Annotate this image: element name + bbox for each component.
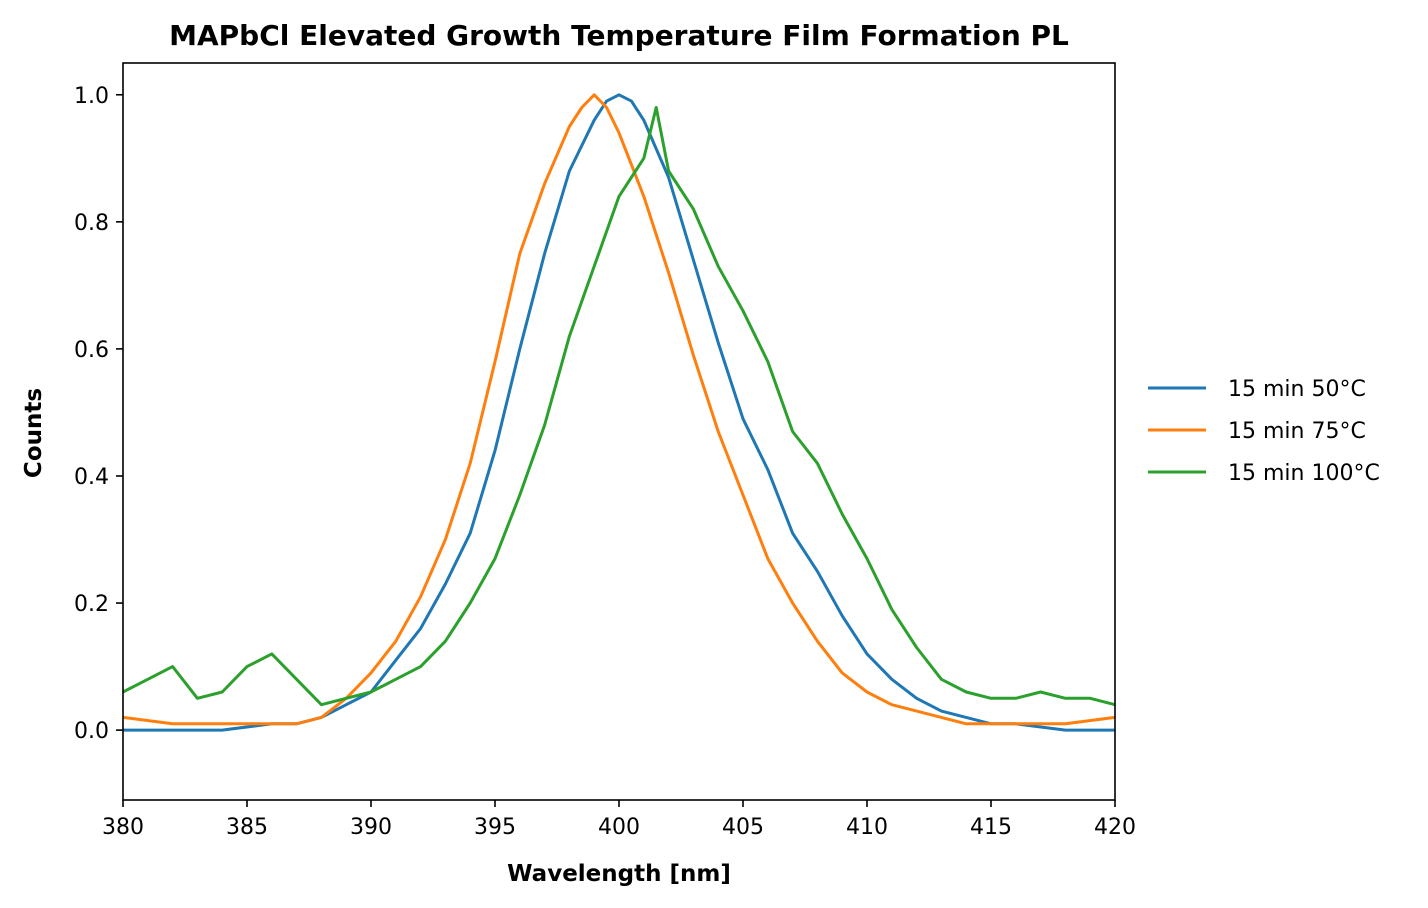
series-line-2 — [122, 93, 1116, 726]
y-tick-label: 0.4 — [74, 465, 109, 490]
x-tick-label: 380 — [102, 815, 144, 840]
x-tick-label: 415 — [970, 815, 1012, 840]
legend: 15 min 50°C 15 min 75°C 15 min 100°C — [1148, 377, 1380, 486]
y-tick-label: 0.8 — [74, 211, 109, 236]
x-tick-label: 385 — [226, 815, 268, 840]
y-axis: 0.0 0.2 0.4 0.6 0.8 1.0 — [74, 84, 123, 744]
plot-lines — [122, 93, 1116, 732]
y-tick-label: 1.0 — [74, 84, 109, 109]
y-tick-label: 0.6 — [74, 338, 109, 363]
x-axis-title: Wavelength [nm] — [507, 861, 731, 887]
y-tick-label: 0.0 — [74, 719, 109, 744]
legend-label-3: 15 min 100°C — [1228, 461, 1380, 486]
legend-label-1: 15 min 50°C — [1228, 377, 1366, 402]
y-axis-title: Counts — [21, 388, 47, 478]
x-axis: 380 385 390 395 400 405 410 415 420 — [102, 800, 1136, 840]
x-tick-label: 420 — [1094, 815, 1136, 840]
x-tick-label: 395 — [474, 815, 516, 840]
x-tick-label: 410 — [846, 815, 888, 840]
plot-frame — [122, 62, 1116, 801]
series-line-1 — [123, 93, 1115, 732]
series-line-3 — [122, 106, 1116, 707]
x-tick-label: 390 — [350, 815, 392, 840]
y-tick-label: 0.2 — [74, 592, 109, 617]
chart-title: MAPbCl Elevated Growth Temperature Film … — [169, 19, 1069, 52]
x-tick-label: 400 — [598, 815, 640, 840]
legend-label-2: 15 min 75°C — [1228, 419, 1366, 444]
x-tick-label: 405 — [722, 815, 764, 840]
